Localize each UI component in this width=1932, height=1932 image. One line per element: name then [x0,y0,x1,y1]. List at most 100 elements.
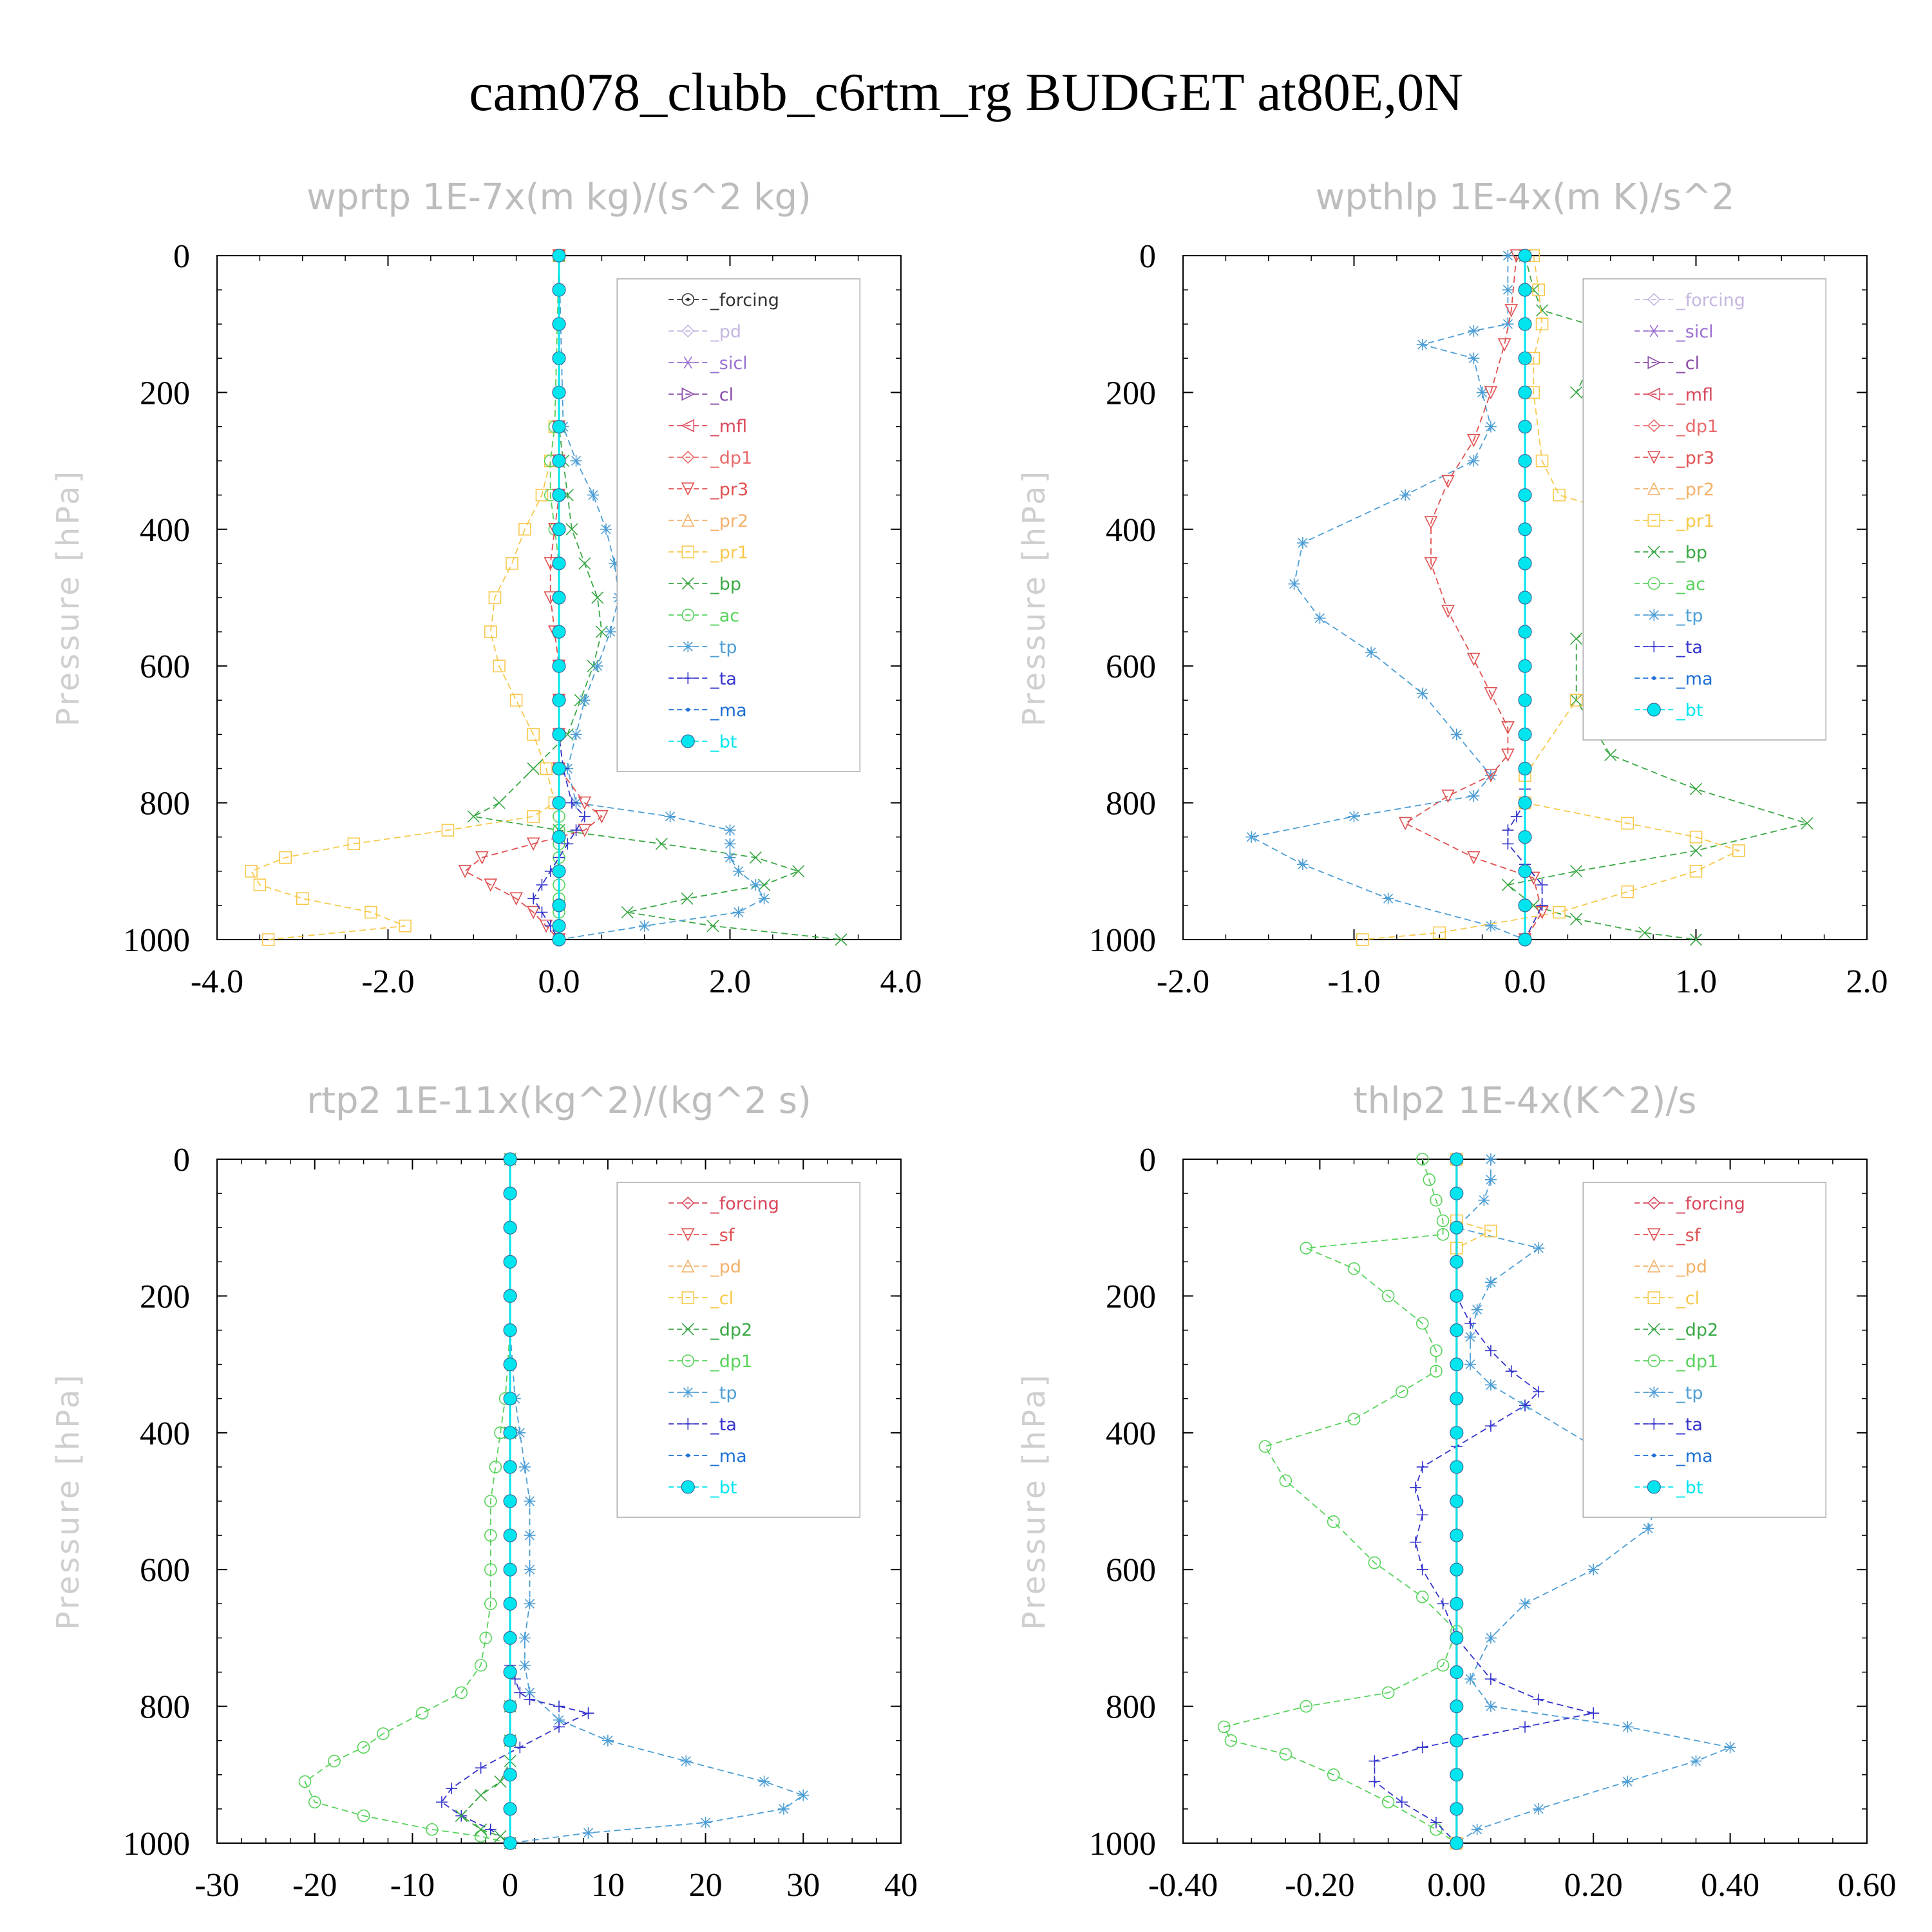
data-point [1642,1522,1654,1535]
legend-item: _sf [668,1226,735,1245]
data-point [488,591,502,604]
data-point [1518,727,1532,742]
y-tick-label: 1000 [123,1826,190,1862]
data-point [1450,1220,1464,1235]
data-point [699,1817,712,1829]
legend-marker [1647,1228,1661,1242]
legend-label: _sicl [710,354,747,374]
legend-item: _cl [1634,354,1700,374]
data-point [1464,1331,1477,1343]
legend-label: _dp1 [710,448,752,468]
data-point [503,1768,517,1782]
data-point [1410,1481,1422,1493]
legend-label: _ma [1676,669,1712,689]
data-point [1314,612,1326,624]
legend-marker [681,513,695,527]
data-point [1430,1193,1443,1207]
legend-label: _tp [1676,1383,1703,1403]
data-point [706,920,719,933]
legend-label: _sf [1676,1226,1701,1245]
legend-item: _ac [668,606,739,626]
data-point [552,283,566,297]
legend-marker [681,482,695,496]
legend-item: _cl [668,385,734,405]
series-bt [1518,249,1532,947]
legend-label: _cl [710,1289,734,1309]
data-point [1365,646,1378,658]
legend-label: _bt [710,732,737,752]
data-point [458,865,472,878]
data-point [1450,1323,1464,1338]
data-point [415,1707,429,1720]
legend-marker [1648,609,1660,621]
data-point [1368,1776,1381,1788]
legend-box [1582,278,1827,741]
legend-box [616,278,861,772]
data-point [503,1631,517,1645]
legend-label: _dp2 [710,1320,752,1340]
series-line [464,256,603,940]
data-point [535,488,549,502]
data-point [1484,920,1497,932]
data-point [724,851,736,864]
data-point [724,838,736,850]
data-point [1519,1721,1531,1733]
y-tick-label: 600 [1106,649,1156,685]
legend-label: _sf [710,1226,735,1245]
data-point [467,810,480,823]
legend-item: _sicl [668,354,748,374]
data-point [1450,1665,1464,1680]
data-point [509,694,523,707]
data-point [1587,1707,1600,1719]
y-tick-label: 400 [1106,512,1156,549]
legend-label: _tp [1676,606,1703,626]
legend-item: _pd [1634,1257,1707,1277]
series-line [250,255,560,940]
data-point [1464,1317,1477,1329]
data-point [1450,1734,1464,1748]
x-tick-label: 30 [786,1867,820,1904]
legend-label: _ac [1676,574,1705,594]
legend-label: _dp2 [1676,1320,1718,1340]
legend-item: _bt [668,1478,737,1498]
data-point [553,1700,565,1712]
legend-item: _ta [668,1415,737,1435]
x-tick-label: 40 [884,1867,918,1904]
legend-item: _bp [1634,543,1707,563]
legend-item: _tp [668,638,737,658]
data-point [518,1659,531,1671]
data-point [1518,591,1532,605]
data-point [1471,1303,1483,1316]
chart-title: wprtp 1E-7x(m kg)/(s^2 kg) [307,176,811,218]
data-point [601,1734,614,1747]
legend-item: _tp [1634,1383,1703,1403]
data-point [1467,851,1481,865]
legend-item: _pr2 [668,511,748,531]
legend-marker [681,1291,695,1304]
y-tick-label: 0 [173,1142,190,1179]
data-point [604,626,616,638]
data-point [552,933,566,947]
data-point [503,1152,517,1166]
legend-label: _forcing [1676,1194,1745,1214]
chart-title: wpthlp 1E-4x(m K)/s^2 [1315,176,1734,218]
data-point [1396,1796,1408,1808]
data-point [357,1741,370,1754]
legend-marker [1647,514,1661,527]
data-point [1518,385,1532,400]
data-point [553,1714,565,1726]
legend: _forcing _sf _pd _cl _dp2 _dp1 _tp _ta _ma _bt [1582,1182,1827,1518]
data-point [1518,898,1532,913]
legend-item: _dp2 [668,1320,752,1340]
data-point [1450,1802,1464,1816]
y-tick-label: 0 [1139,238,1156,275]
legend-item: _ta [1634,1415,1703,1435]
legend-item: _bt [1634,701,1703,721]
data-point [1518,249,1532,263]
data-point [552,556,566,571]
data-point [489,1461,502,1473]
data-point [493,797,506,810]
data-point [1436,1228,1450,1241]
data-point [1430,1365,1443,1378]
data-point [399,919,412,933]
